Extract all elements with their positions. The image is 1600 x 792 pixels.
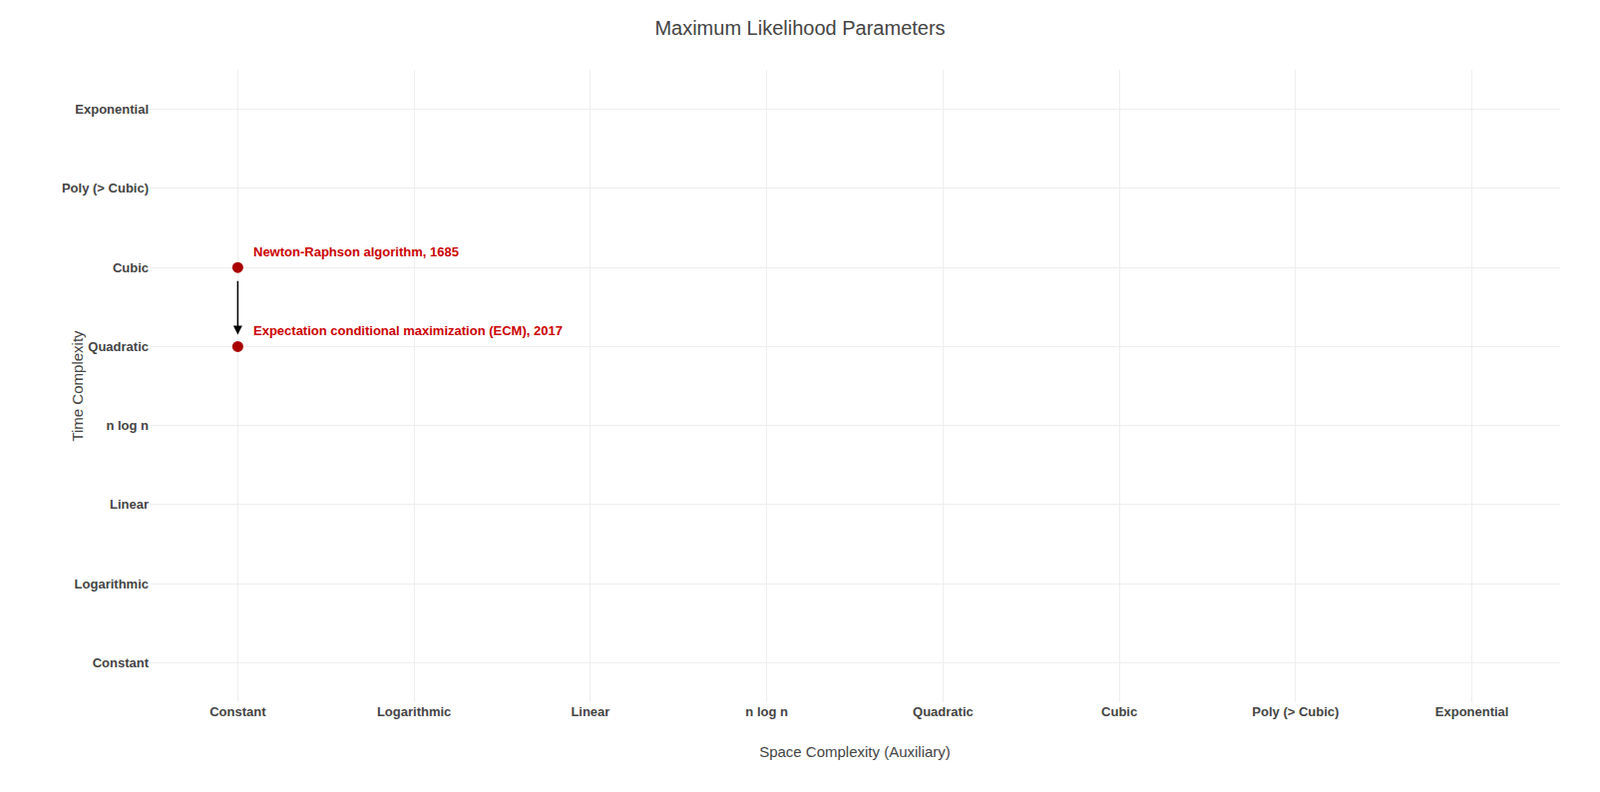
svg-text:Poly (> Cubic): Poly (> Cubic): [61, 180, 149, 196]
svg-text:n log n: n log n: [105, 417, 149, 433]
svg-text:Poly (> Cubic): Poly (> Cubic): [1251, 704, 1339, 720]
svg-text:n log n: n log n: [745, 704, 789, 720]
svg-text:Time Complexity: Time Complexity: [68, 330, 86, 442]
svg-text:Space Complexity (Auxiliary): Space Complexity (Auxiliary): [759, 743, 951, 761]
svg-text:Newton-Raphson algorithm, 1685: Newton-Raphson algorithm, 1685: [253, 244, 459, 260]
svg-text:Quadratic: Quadratic: [912, 704, 974, 720]
svg-text:Constant: Constant: [92, 655, 150, 671]
svg-text:Linear: Linear: [109, 496, 149, 512]
svg-text:Constant: Constant: [209, 704, 267, 720]
svg-text:Logarithmic: Logarithmic: [377, 704, 451, 720]
svg-text:Logarithmic: Logarithmic: [74, 576, 149, 592]
svg-text:Linear: Linear: [570, 704, 610, 720]
svg-text:Quadratic: Quadratic: [87, 339, 149, 355]
svg-text:Cubic: Cubic: [1101, 704, 1138, 720]
svg-text:Exponential: Exponential: [74, 101, 149, 117]
svg-text:Exponential: Exponential: [1435, 704, 1510, 720]
svg-text:Maximum Likelihood Parameters: Maximum Likelihood Parameters: [654, 16, 945, 39]
svg-text:Expectation conditional maximi: Expectation conditional maximization (EC…: [253, 323, 563, 339]
svg-text:Cubic: Cubic: [112, 260, 149, 276]
